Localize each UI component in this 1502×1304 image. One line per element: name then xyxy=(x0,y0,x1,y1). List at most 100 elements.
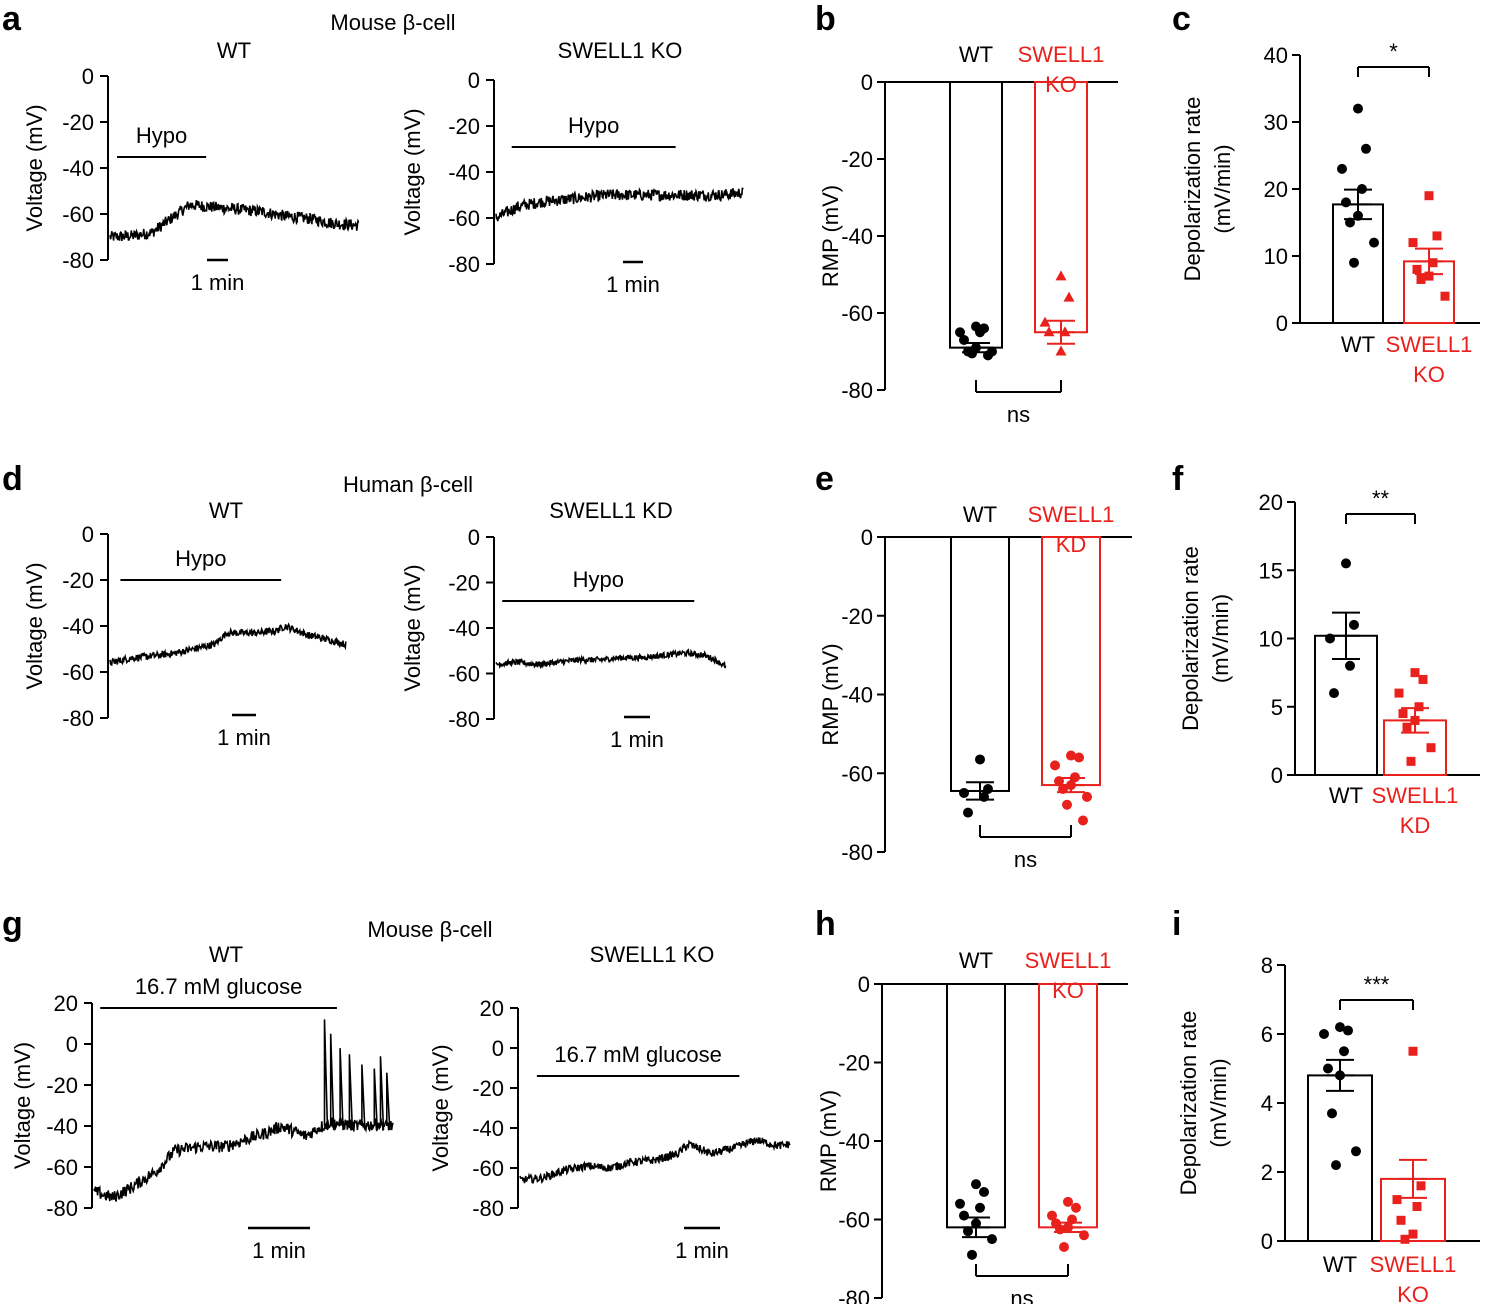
y-tick-label: -80 xyxy=(841,378,873,403)
data-point xyxy=(1400,1234,1410,1244)
data-point xyxy=(1059,326,1071,337)
stimulus-label: Hypo xyxy=(573,567,624,592)
data-point xyxy=(1396,1215,1406,1225)
y-tick-label: -40 xyxy=(448,160,480,185)
panel-letter: f xyxy=(1172,460,1184,498)
y-tick-label: 20 xyxy=(54,991,78,1016)
significance-label: ns xyxy=(1010,1286,1033,1304)
data-point xyxy=(1079,1230,1089,1241)
y-tick-label: 0 xyxy=(861,70,873,95)
category-label: WT xyxy=(963,502,997,527)
data-point xyxy=(975,327,985,338)
y-tick-label: -60 xyxy=(46,1155,78,1180)
data-point xyxy=(1410,715,1420,725)
y-axis-label: Voltage (mV) xyxy=(428,1044,453,1171)
panel-letter: b xyxy=(815,0,836,38)
y-tick-label: -60 xyxy=(62,202,94,227)
data-point xyxy=(1343,1025,1353,1036)
y-tick-label: 6 xyxy=(1261,1022,1273,1047)
data-point xyxy=(1047,1210,1057,1221)
bar xyxy=(1034,81,1088,334)
data-point xyxy=(955,327,965,338)
data-point xyxy=(967,1249,977,1260)
data-point xyxy=(1054,776,1064,787)
stimulus-label: Hypo xyxy=(175,546,226,571)
stimulus-label: Hypo xyxy=(568,113,619,138)
y-tick-label: -40 xyxy=(46,1114,78,1139)
category-label: SWELL1 KO xyxy=(1018,42,1105,97)
y-tick-label: 2 xyxy=(1261,1160,1273,1185)
scale-bar-label: 1 min xyxy=(675,1238,729,1263)
y-tick-label: -20 xyxy=(448,571,480,596)
data-point xyxy=(959,334,969,345)
trace-title: WT xyxy=(209,942,243,967)
y-tick-label: -60 xyxy=(62,660,94,685)
y-axis-label: RMP (mV) xyxy=(818,185,843,287)
y-tick-label: 0 xyxy=(1271,763,1283,788)
y-tick-label: 0 xyxy=(66,1032,78,1057)
y-tick-label: 0 xyxy=(1276,311,1288,336)
trace-title: WT xyxy=(209,498,243,523)
y-tick-label: -20 xyxy=(838,1051,870,1076)
group-title: Mouse β-cell xyxy=(367,917,492,942)
data-point xyxy=(1398,709,1408,719)
y-tick-label: 0 xyxy=(492,1036,504,1061)
y-axis-label: Depolarization rate (mV/min) xyxy=(1180,97,1235,282)
data-point xyxy=(1074,752,1084,763)
data-point xyxy=(1440,291,1450,301)
stimulus-label: 16.7 mM glucose xyxy=(135,974,303,999)
data-point xyxy=(971,1179,981,1190)
data-point xyxy=(1357,184,1367,194)
data-point xyxy=(967,348,977,359)
data-point xyxy=(1062,799,1072,810)
y-tick-label: -80 xyxy=(448,252,480,277)
scale-bar-label: 1 min xyxy=(610,727,664,752)
data-point xyxy=(1078,815,1088,826)
y-axis-label: Depolarization rate (mV/min) xyxy=(1176,1011,1231,1196)
data-point xyxy=(1345,660,1355,671)
y-tick-label: -60 xyxy=(841,761,873,786)
data-point xyxy=(1432,231,1442,241)
bar xyxy=(950,536,1010,792)
y-tick-label: 5 xyxy=(1271,695,1283,720)
data-point xyxy=(959,1210,969,1221)
data-point xyxy=(979,791,989,802)
y-tick-label: -20 xyxy=(62,568,94,593)
y-tick-label: 10 xyxy=(1259,627,1283,652)
data-point xyxy=(1410,668,1420,678)
data-point xyxy=(1043,326,1055,337)
y-tick-label: -20 xyxy=(46,1073,78,1098)
scale-bar-label: 1 min xyxy=(606,272,660,297)
data-point xyxy=(1039,316,1051,327)
data-point xyxy=(959,787,969,798)
y-tick-label: -40 xyxy=(838,1129,870,1154)
y-tick-label: 4 xyxy=(1261,1091,1273,1116)
y-tick-label: -80 xyxy=(448,707,480,732)
y-tick-label: 0 xyxy=(468,525,480,550)
y-tick-label: 40 xyxy=(1264,43,1288,68)
data-point xyxy=(1335,1022,1345,1033)
panel-letter: a xyxy=(2,0,22,38)
data-point xyxy=(971,1218,981,1229)
bar xyxy=(1038,983,1098,1229)
data-point xyxy=(1426,743,1436,753)
scale-bar-label: 1 min xyxy=(217,725,271,750)
data-point xyxy=(1063,1222,1073,1233)
y-tick-label: 20 xyxy=(1259,490,1283,515)
voltage-trace xyxy=(519,1137,791,1184)
data-point xyxy=(1329,688,1339,699)
panel-letter: e xyxy=(815,460,834,498)
data-point xyxy=(1414,702,1424,712)
data-point xyxy=(975,754,985,765)
y-tick-label: -80 xyxy=(841,840,873,865)
data-point xyxy=(1361,143,1371,154)
y-axis-label: Voltage (mV) xyxy=(22,562,47,689)
y-tick-label: -40 xyxy=(841,683,873,708)
category-label: SWELL1 KD xyxy=(1028,502,1115,557)
data-point xyxy=(1055,1224,1065,1235)
y-tick-label: -40 xyxy=(472,1116,504,1141)
panel-letter: d xyxy=(2,460,23,498)
y-axis-label: RMP (mV) xyxy=(818,643,843,745)
voltage-trace xyxy=(109,622,347,666)
